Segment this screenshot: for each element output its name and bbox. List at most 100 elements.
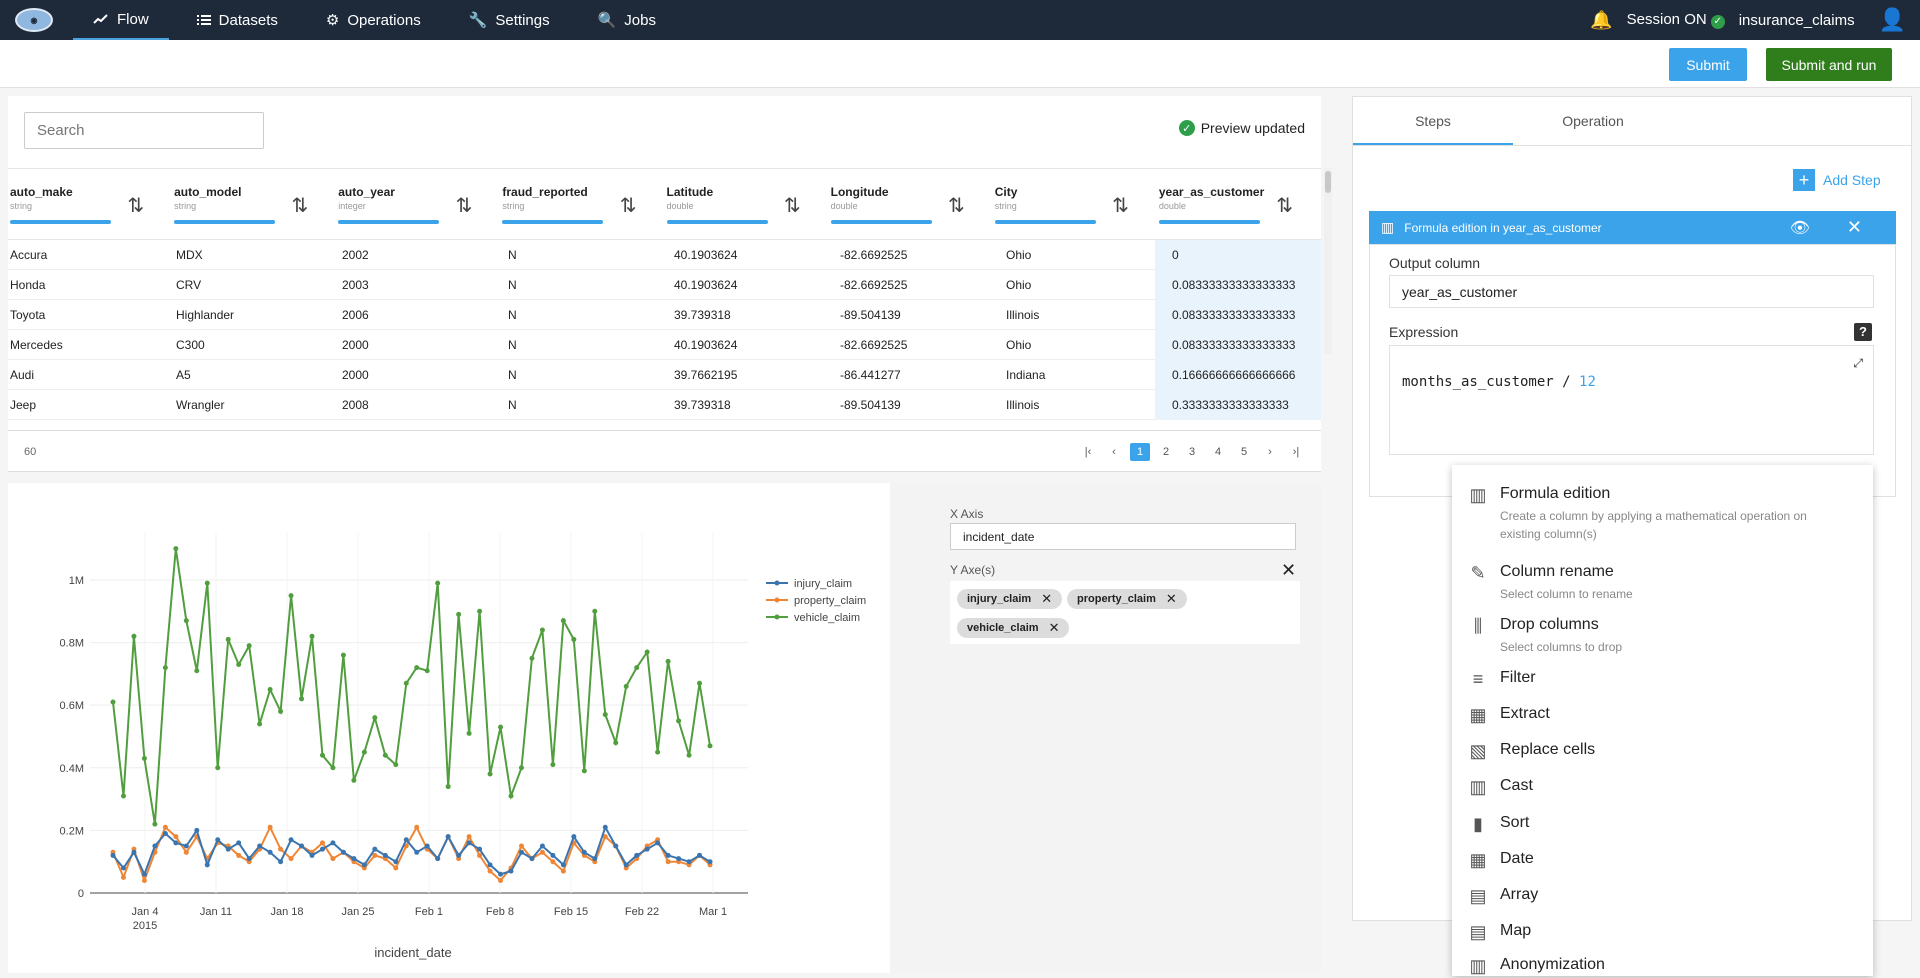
data-point-vehicle_claim[interactable]: [466, 730, 472, 736]
table-cell[interactable]: MDX: [176, 247, 203, 262]
data-point-vehicle_claim[interactable]: [204, 580, 210, 586]
data-point-injury_claim[interactable]: [246, 856, 252, 862]
data-point-property_claim[interactable]: [550, 859, 556, 865]
table-cell[interactable]: Highlander: [176, 307, 235, 322]
data-point-vehicle_claim[interactable]: [351, 777, 357, 783]
table-row[interactable]: Audi A5 2000 N 39.7662195 -86.441277 Indiana 0.…: [8, 359, 1321, 390]
data-point-vehicle_claim[interactable]: [141, 755, 147, 761]
data-point-vehicle_claim[interactable]: [571, 636, 577, 642]
data-point-injury_claim[interactable]: [456, 852, 462, 858]
page-1[interactable]: 1: [1130, 442, 1150, 461]
data-point-vehicle_claim[interactable]: [330, 765, 336, 771]
page-4[interactable]: 4: [1214, 445, 1222, 458]
bell-icon[interactable]: 🔔: [1590, 9, 1613, 30]
next-page-icon[interactable]: ›: [1268, 445, 1272, 458]
data-point-vehicle_claim[interactable]: [382, 752, 388, 758]
data-point-vehicle_claim[interactable]: [697, 680, 703, 686]
data-point-property_claim[interactable]: [518, 843, 524, 849]
data-point-injury_claim[interactable]: [204, 862, 210, 868]
data-point-injury_claim[interactable]: [183, 843, 189, 849]
data-point-vehicle_claim[interactable]: [361, 749, 367, 755]
submit-button[interactable]: Submit: [1669, 48, 1747, 81]
legend-label[interactable]: injury_claim: [794, 578, 852, 590]
step-header[interactable]: ▥ Formula edition in year_as_customer 👁 …: [1369, 211, 1896, 244]
table-cell[interactable]: 40.1903624: [674, 247, 738, 262]
table-cell[interactable]: -82.6692525: [840, 337, 908, 352]
data-point-vehicle_claim[interactable]: [183, 618, 189, 624]
data-point-property_claim[interactable]: [665, 859, 671, 865]
help-icon[interactable]: ?: [1854, 323, 1872, 341]
data-point-property_claim[interactable]: [141, 877, 147, 883]
data-point-property_claim[interactable]: [487, 868, 493, 874]
table-cell[interactable]: 0.08333333333333333: [1155, 269, 1321, 300]
data-point-injury_claim[interactable]: [487, 862, 493, 868]
data-point-injury_claim[interactable]: [152, 843, 158, 849]
data-point-property_claim[interactable]: [560, 868, 566, 874]
table-cell[interactable]: 39.739318: [674, 307, 731, 322]
menu-item-map[interactable]: ▤ Map: [1466, 922, 1531, 943]
sort-icon[interactable]: ⇅: [127, 195, 145, 217]
data-point-injury_claim[interactable]: [382, 852, 388, 858]
data-point-injury_claim[interactable]: [351, 856, 357, 862]
table-row[interactable]: Honda CRV 2003 N 40.1903624 -82.6692525 Ohio 0.…: [8, 269, 1321, 300]
data-point-injury_claim[interactable]: [299, 843, 305, 849]
data-point-property_claim[interactable]: [319, 840, 325, 846]
data-point-injury_claim[interactable]: [613, 843, 619, 849]
data-point-property_claim[interactable]: [278, 846, 284, 852]
table-cell[interactable]: 40.1903624: [674, 277, 738, 292]
project-name[interactable]: insurance_claims: [1738, 11, 1855, 29]
sort-icon[interactable]: ⇅: [947, 195, 965, 217]
data-point-property_claim[interactable]: [288, 856, 294, 862]
data-point-vehicle_claim[interactable]: [508, 793, 514, 799]
table-cell[interactable]: -89.504139: [840, 397, 901, 412]
column-header[interactable]: auto_model string ⇅: [172, 169, 336, 239]
data-point-injury_claim[interactable]: [644, 846, 650, 852]
data-point-vehicle_claim[interactable]: [613, 740, 619, 746]
sort-icon[interactable]: ⇅: [783, 195, 801, 217]
data-point-property_claim[interactable]: [602, 834, 608, 840]
data-point-injury_claim[interactable]: [529, 856, 535, 862]
data-point-property_claim[interactable]: [162, 824, 168, 830]
data-point-injury_claim[interactable]: [560, 862, 566, 868]
data-point-property_claim[interactable]: [498, 877, 504, 883]
menu-item-drop-columns[interactable]: ⫼ Drop columns Select columns to drop: [1466, 616, 1840, 656]
data-point-vehicle_claim[interactable]: [539, 627, 545, 633]
menu-item-anonymization[interactable]: ▥ Anonymization: [1466, 956, 1604, 977]
table-cell[interactable]: Indiana: [1006, 367, 1046, 382]
remove-chip-icon[interactable]: ✕: [1165, 591, 1177, 606]
table-cell[interactable]: 0.3333333333333333: [1155, 389, 1321, 420]
table-cell[interactable]: 2002: [342, 247, 369, 262]
sort-icon[interactable]: ⇅: [291, 195, 309, 217]
menu-item-sort[interactable]: ▮ Sort: [1466, 814, 1529, 835]
data-point-vehicle_claim[interactable]: [257, 721, 263, 727]
data-point-injury_claim[interactable]: [267, 849, 273, 855]
data-point-vehicle_claim[interactable]: [487, 771, 493, 777]
table-scrollbar[interactable]: [1324, 168, 1332, 354]
nav-operations[interactable]: ⚙ Operations: [306, 0, 441, 40]
column-header[interactable]: auto_make string ⇅: [8, 169, 172, 239]
data-point-vehicle_claim[interactable]: [225, 636, 231, 642]
table-cell[interactable]: 2003: [342, 277, 369, 292]
data-point-vehicle_claim[interactable]: [131, 633, 137, 639]
table-cell[interactable]: Accura: [10, 247, 48, 262]
data-point-injury_claim[interactable]: [697, 852, 703, 858]
table-cell[interactable]: Honda: [10, 277, 46, 292]
table-cell[interactable]: Illinois: [1006, 307, 1040, 322]
data-point-injury_claim[interactable]: [120, 865, 126, 871]
data-point-injury_claim[interactable]: [162, 831, 168, 837]
data-point-vehicle_claim[interactable]: [414, 665, 420, 671]
chip-injury-claim[interactable]: injury_claim ✕: [957, 589, 1063, 609]
menu-item-replace-cells[interactable]: ▧ Replace cells: [1466, 741, 1595, 762]
remove-chip-icon[interactable]: ✕: [1048, 620, 1060, 635]
user-avatar-icon[interactable]: 👤: [1878, 7, 1906, 32]
data-point-vehicle_claim[interactable]: [498, 724, 504, 730]
table-row[interactable]: Jeep Wrangler 2008 N 39.739318 -89.504139 Illi…: [8, 389, 1321, 420]
table-cell[interactable]: Illinois: [1006, 397, 1040, 412]
data-point-property_claim[interactable]: [393, 865, 399, 871]
data-point-vehicle_claim[interactable]: [152, 821, 158, 827]
data-point-injury_claim[interactable]: [508, 868, 514, 874]
table-cell[interactable]: N: [508, 397, 517, 412]
table-cell[interactable]: Toyota: [10, 307, 46, 322]
table-cell[interactable]: 2008: [342, 397, 369, 412]
data-point-injury_claim[interactable]: [319, 846, 325, 852]
